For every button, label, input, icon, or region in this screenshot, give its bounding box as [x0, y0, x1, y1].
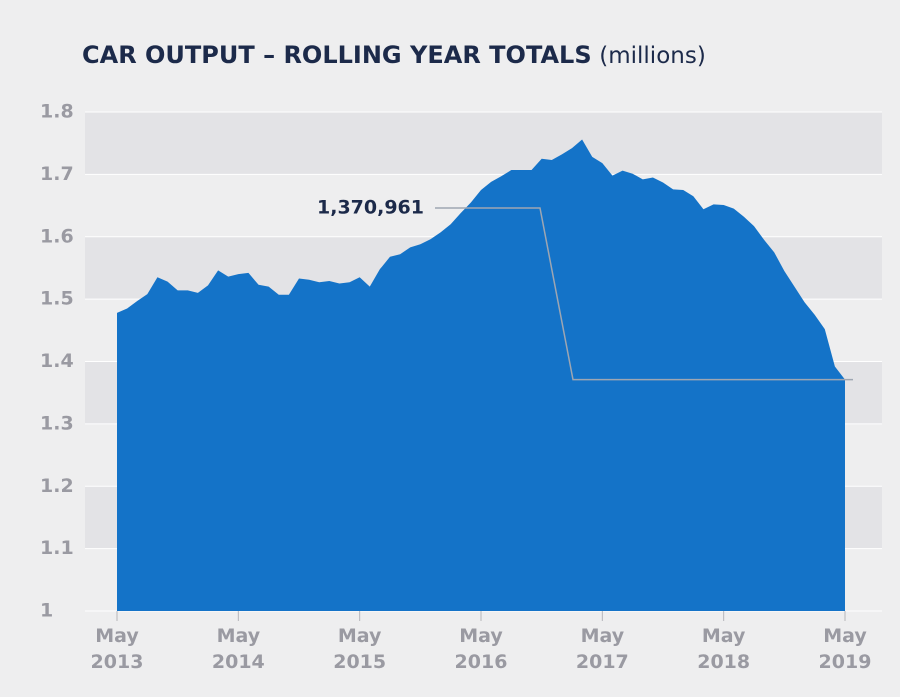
- x-tick-label-line: 2015: [333, 651, 386, 673]
- y-tick-label: 1: [40, 600, 53, 622]
- y-tick-label: 1.3: [40, 412, 74, 434]
- title-units: (millions): [599, 43, 706, 69]
- x-tick-label-line: May: [581, 625, 625, 647]
- x-tick-label: May 2017: [576, 625, 629, 673]
- x-tick-label: May 2016: [455, 625, 508, 673]
- chart-title: CAR OUTPUT – ROLLING YEAR TOTALS (millio…: [82, 41, 706, 69]
- x-tick-label-line: May: [95, 625, 139, 647]
- title-main: CAR OUTPUT – ROLLING YEAR TOTALS: [82, 41, 592, 69]
- y-tick-label: 1.4: [40, 350, 74, 372]
- y-tick-label: 1.5: [40, 288, 74, 310]
- y-tick-label: 1.8: [40, 101, 74, 123]
- x-tick-label: May 2013: [91, 625, 144, 673]
- x-tick-label-line: 2019: [819, 651, 872, 673]
- area: [117, 139, 845, 611]
- x-tick-label-line: May: [459, 625, 503, 647]
- x-tick-label-line: May: [823, 625, 867, 647]
- y-tick-label: 1.7: [40, 163, 74, 185]
- x-tick-label-line: 2017: [576, 651, 629, 673]
- x-tick-label-line: May: [702, 625, 746, 647]
- x-tick-label-line: 2018: [697, 651, 750, 673]
- annotation-label: 1,370,961: [317, 197, 424, 219]
- annotation-line: [435, 207, 853, 381]
- x-tick-label-line: 2016: [455, 651, 508, 673]
- x-tick-label: May 2018: [697, 625, 750, 673]
- x-tick-label-line: May: [338, 625, 382, 647]
- x-tick-label: May 2015: [333, 625, 386, 673]
- y-tick-label: 1.2: [40, 475, 74, 497]
- y-tick-label: 1.6: [40, 225, 74, 247]
- x-tick-label-line: May: [217, 625, 261, 647]
- x-tick-label: May 2014: [212, 625, 265, 673]
- grid-band: [85, 112, 882, 175]
- x-tick-label-line: 2013: [91, 651, 144, 673]
- x-tick-label: May 2019: [819, 625, 872, 673]
- y-tick-label: 1.1: [40, 537, 74, 559]
- x-tick-label-line: 2014: [212, 651, 265, 673]
